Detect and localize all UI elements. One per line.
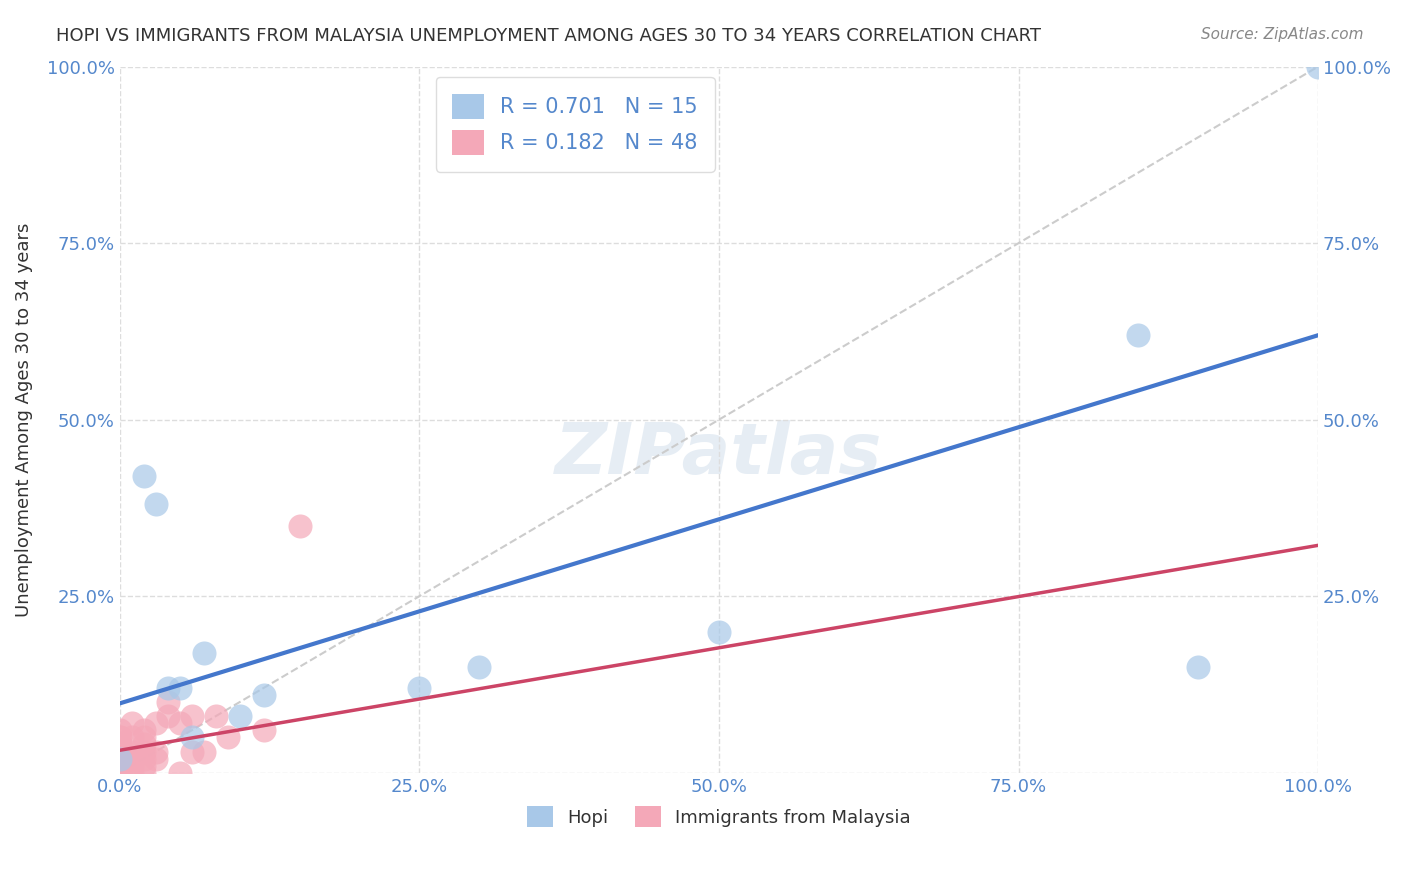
Point xyxy=(132,758,155,772)
Point xyxy=(108,758,131,772)
Point xyxy=(193,646,215,660)
Point xyxy=(1187,660,1209,674)
Text: ZIPatlas: ZIPatlas xyxy=(555,420,883,490)
Point xyxy=(108,745,131,759)
Point xyxy=(121,765,143,780)
Point xyxy=(108,758,131,772)
Point xyxy=(288,518,311,533)
Point xyxy=(121,745,143,759)
Point xyxy=(156,695,179,709)
Point xyxy=(145,497,167,511)
Point xyxy=(156,709,179,723)
Point xyxy=(121,731,143,745)
Point xyxy=(180,709,202,723)
Point xyxy=(108,765,131,780)
Point xyxy=(108,751,131,765)
Point xyxy=(132,765,155,780)
Point xyxy=(132,751,155,765)
Point xyxy=(180,731,202,745)
Point xyxy=(108,738,131,752)
Point xyxy=(132,469,155,483)
Point xyxy=(108,738,131,752)
Point xyxy=(108,765,131,780)
Point xyxy=(108,745,131,759)
Point xyxy=(252,688,274,702)
Point xyxy=(132,723,155,738)
Legend: Hopi, Immigrants from Malaysia: Hopi, Immigrants from Malaysia xyxy=(520,799,918,834)
Point xyxy=(145,745,167,759)
Text: HOPI VS IMMIGRANTS FROM MALAYSIA UNEMPLOYMENT AMONG AGES 30 TO 34 YEARS CORRELAT: HOPI VS IMMIGRANTS FROM MALAYSIA UNEMPLO… xyxy=(56,27,1042,45)
Point xyxy=(468,660,491,674)
Point xyxy=(145,751,167,765)
Point xyxy=(1128,327,1150,342)
Point xyxy=(132,731,155,745)
Point xyxy=(707,624,730,639)
Point xyxy=(204,709,226,723)
Point xyxy=(228,709,250,723)
Point xyxy=(108,765,131,780)
Point xyxy=(408,681,430,695)
Point xyxy=(108,765,131,780)
Point xyxy=(108,758,131,772)
Point xyxy=(217,731,239,745)
Point xyxy=(145,716,167,731)
Text: Source: ZipAtlas.com: Source: ZipAtlas.com xyxy=(1201,27,1364,42)
Point xyxy=(193,745,215,759)
Y-axis label: Unemployment Among Ages 30 to 34 years: Unemployment Among Ages 30 to 34 years xyxy=(15,222,32,617)
Point xyxy=(108,751,131,765)
Point xyxy=(121,751,143,765)
Point xyxy=(108,765,131,780)
Point xyxy=(108,751,131,765)
Point xyxy=(156,681,179,695)
Point xyxy=(252,723,274,738)
Point xyxy=(169,765,191,780)
Point xyxy=(108,731,131,745)
Point xyxy=(169,716,191,731)
Point xyxy=(132,745,155,759)
Point xyxy=(108,765,131,780)
Point xyxy=(108,723,131,738)
Point xyxy=(169,681,191,695)
Point xyxy=(121,758,143,772)
Point xyxy=(121,751,143,765)
Point xyxy=(108,731,131,745)
Point xyxy=(180,745,202,759)
Point xyxy=(132,738,155,752)
Point xyxy=(1308,60,1330,74)
Point xyxy=(121,716,143,731)
Point xyxy=(108,765,131,780)
Point xyxy=(108,751,131,765)
